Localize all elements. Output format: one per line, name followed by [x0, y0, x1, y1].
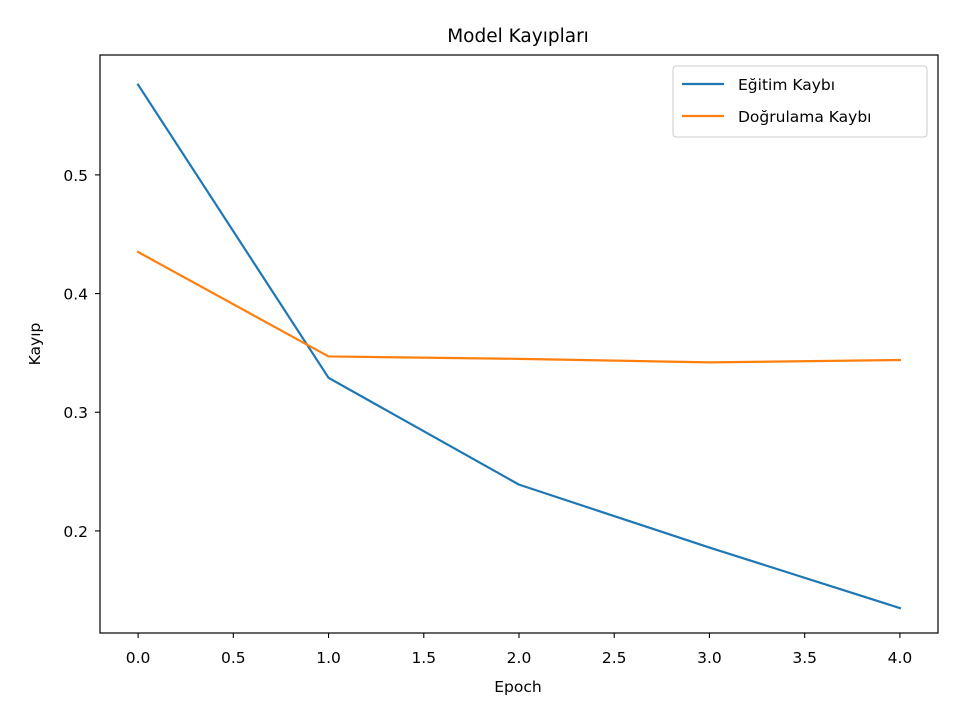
- x-tick-label: 2.5: [602, 649, 627, 667]
- x-tick-label: 0.5: [221, 649, 246, 667]
- legend-box: [672, 65, 928, 138]
- x-tick-label: 2.0: [507, 649, 532, 667]
- legend: Eğitim Kaybı Doğrulama Kaybı: [672, 65, 928, 138]
- legend-label-egitim: Eğitim Kaybı: [738, 76, 835, 94]
- x-tick-label: 4.0: [888, 649, 913, 667]
- x-tick-label: 0.0: [126, 649, 151, 667]
- y-axis-label: Kayıp: [26, 323, 44, 366]
- series-lines: [136, 83, 902, 610]
- series-line-dogrulama-kaybi: [136, 250, 902, 364]
- x-tick-label: 1.5: [411, 649, 436, 667]
- series-line-egitim-kaybi: [136, 83, 902, 610]
- legend-label-dogrulama: Doğrulama Kaybı: [738, 108, 872, 126]
- x-tick-label: 3.5: [792, 649, 817, 667]
- chart-title: Model Kayıpları: [447, 26, 589, 47]
- x-axis-label: Epoch: [494, 678, 541, 696]
- x-axis: 0.0 0.5 1.0 1.5 2.0 2.5 3.0 3.5 4.0: [126, 633, 912, 667]
- y-tick-label: 0.2: [63, 523, 88, 541]
- y-axis: 0.2 0.3 0.4 0.5: [63, 167, 100, 541]
- x-tick-label: 3.0: [697, 649, 722, 667]
- x-tick-label: 1.0: [316, 649, 341, 667]
- plot-area: 0.0 0.5 1.0 1.5 2.0 2.5 3.0 3.5 4.0 0.2 0.3 0.4 0.5: [63, 54, 939, 667]
- y-tick-label: 0.5: [63, 167, 88, 185]
- plot-frame: [99, 54, 939, 634]
- y-tick-label: 0.4: [63, 286, 88, 304]
- y-tick-label: 0.3: [63, 404, 88, 422]
